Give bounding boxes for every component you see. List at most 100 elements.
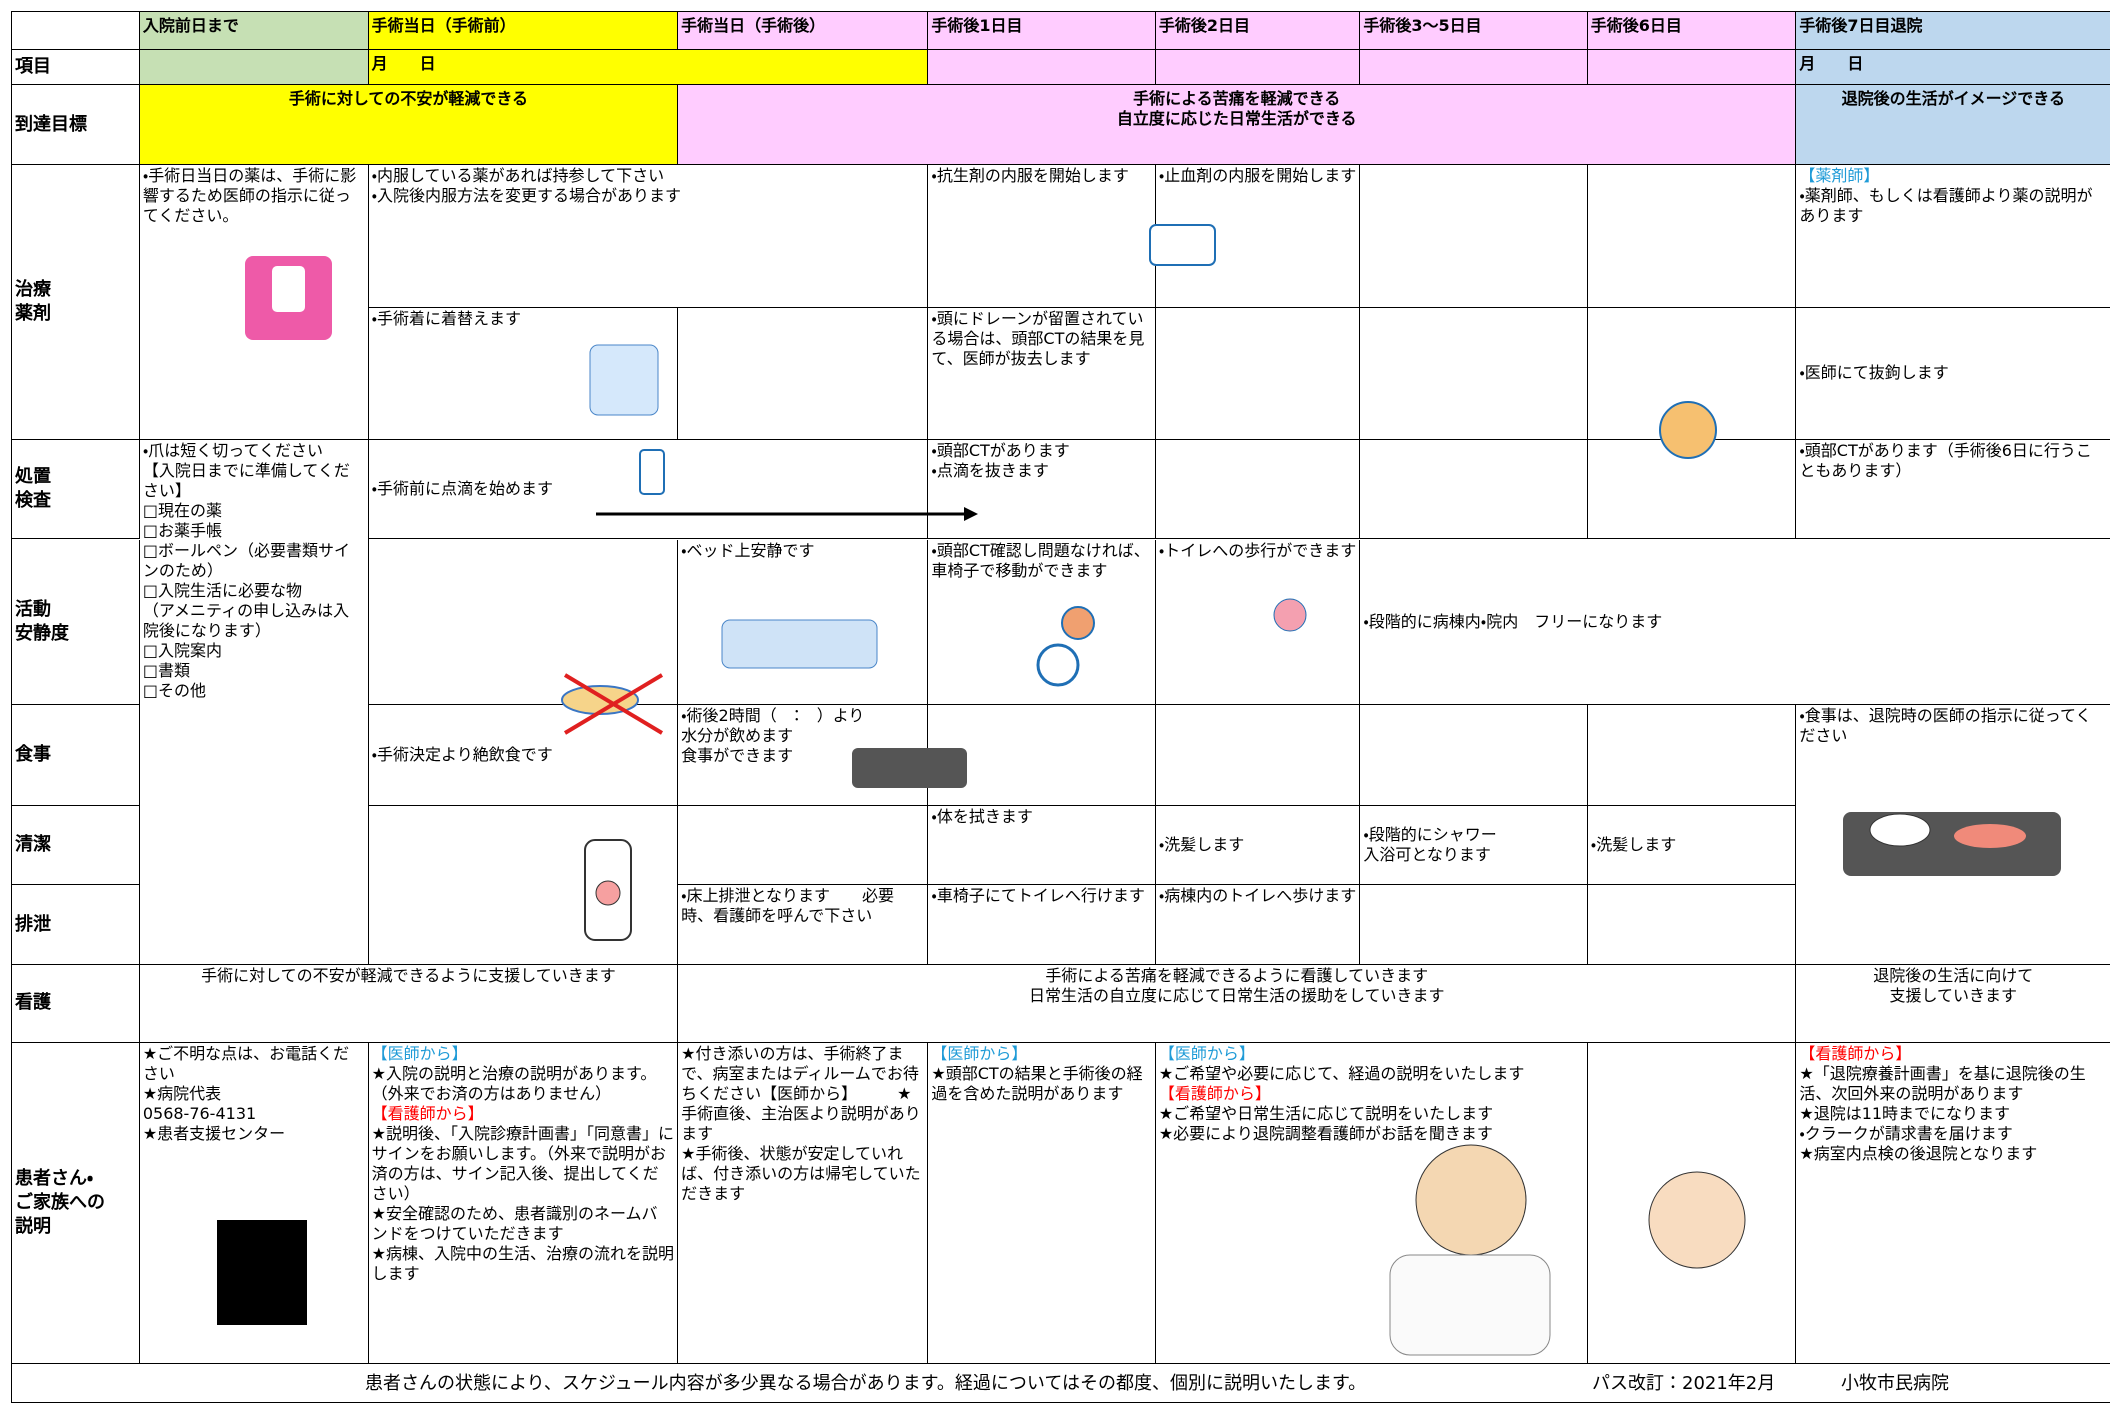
cell-text: 手術後6日目 [1590,16,1682,35]
table-cell: 【医師から】 ★入院の説明と治療の説明があります。（外来でお済の方はありません）【… [368,1042,679,1365]
cell-text: 手術後1日目 [931,16,1023,35]
table-cell: ・段階的に病棟内・院内 フリーになります [1360,539,2110,706]
cell-text: ・抗生剤の内服を開始します [931,166,1129,186]
cell-text: ・手術決定より絶飲食です [371,744,553,764]
cell-text: 手術に対しての不安が軽減できる [288,88,529,108]
empty-cell [678,805,929,886]
column-header: 入院前日まで [139,12,369,50]
table-cell: ・頭にドレーンが留置されている場合は、頭部CTの結果を見て、医師が抜去します [928,308,1156,440]
cell-text: 治療 薬剤 [15,279,51,325]
cell-text: 退院後の生活がイメージできる [1841,88,2065,108]
date-field: 月 日 [1796,49,2110,85]
empty-cell [1360,308,1588,440]
column-header: 手術後2日目 [1155,12,1361,50]
cell-text: ・止血剤の内服を開始します [1158,166,1357,186]
empty-cell [928,705,1156,806]
footer-note: 患者さんの状態により、スケジュール内容が多少異なる場合があります。経過については… [365,1373,1367,1394]
empty-cell [1587,1042,1797,1365]
table-cell: ・爪は短く切ってください 【入院日までに準備してください】 □現在の薬 □お薬手… [139,439,369,965]
table-cell: ・抗生剤の内服を開始します [928,165,1156,309]
empty-cell [1587,308,1797,440]
table-cell [139,49,369,85]
cell-text: ★ご希望や必要に応じて、経過の説明をいたします [1158,1063,1525,1083]
empty-cell [1155,308,1361,440]
table-cell: ・頭部CT確認し問題なければ、車椅子で移動ができます [928,539,1156,706]
cell-heading: 【医師から】 [371,1043,468,1063]
cell-text: ・医師にて抜鉤します [1799,363,1949,383]
table-cell: ・車椅子にてトイレへ行けます [928,885,1156,965]
empty-cell [1360,439,1588,540]
cell-text: 月 日 [1799,53,1864,73]
cell-text: 手術後7日目退院 [1799,16,1923,35]
cell-text: ・頭部CT確認し問題なければ、車椅子で移動ができます [931,540,1150,580]
cell-text: ・病棟内のトイレへ歩けます [1158,886,1357,906]
table-cell: ・手術決定より絶飲食です [368,705,679,806]
cell-text: 項目 [15,55,51,77]
cell-text: ★ご希望や日常生活に応じて説明をいたします ★必要により退院調整看護師がお話を聞… [1158,1103,1494,1143]
cell-text: ・頭部CTがあります ・点滴を抜きます [931,440,1070,480]
table-cell: 退院後の生活に向けて 支援していきます [1796,964,2110,1043]
row-label: 清潔 [12,805,140,886]
empty-cell [1587,705,1797,806]
cell-heading: 【看護師から】 [371,1103,484,1123]
table-cell: 【看護師から】 ★「退院療養計画書」を基に退院後の生活、次回外来の説明があります … [1796,1042,2110,1365]
column-header: 手術後7日目退院 [1796,12,2110,50]
cell-text: ★「退院療養計画書」を基に退院後の生活、次回外来の説明があります ★退院は11時… [1799,1063,2086,1163]
column-header: 手術当日（手術後） [678,12,929,50]
cell-heading: 【看護師から】 [1799,1043,1912,1063]
row-label: 到達目標 [12,84,140,166]
date-field: 月 日 [368,49,929,85]
table-cell: ・医師にて抜鉤します [1796,308,2110,440]
cell-text: 退院後の生活に向けて 支援していきます [1873,965,2034,1005]
table-cell: ・トイレへの歩行ができます [1155,539,1361,706]
cell-text: 活動 安静度 [15,598,69,644]
empty-cell [1360,705,1588,806]
cell-text: 処置 検査 [15,466,51,512]
cell-text: 手術当日（手術前） [371,16,516,35]
cell-text: 清潔 [15,834,51,856]
row-label: 患者さん・ ご家族への 説明 [12,1042,140,1365]
row-label: 処置 検査 [12,439,140,540]
empty-cell [1155,439,1361,540]
table-cell: 【医師から】 ★ご希望や必要に応じて、経過の説明をいたします 【看護師から】 ★ご希望… [1155,1042,1588,1365]
table-cell: ・術後2時間（ ： ）より 水分が飲めます 食事ができます [678,705,929,806]
cell-text: ★説明後、「入院診療計画書」「同意書」にサインをお願いします。（外来で説明がお済… [371,1123,674,1283]
table-cell: ★付き添いの方は、手術終了まで、病室またはディルームでお待ちください【医師から】… [678,1042,929,1365]
table-cell: ・病棟内のトイレへ歩けます [1155,885,1361,965]
table-cell: ・頭部CTがあります（手術後6日に行うこともあります） [1796,439,2110,540]
cell-text: ★ご不明な点は、お電話ください ★病院代表 0568-76-4131 ★患者支援… [142,1043,350,1143]
table-cell [1587,49,1797,85]
cell-heading: 【看護師から】 [1158,1083,1271,1103]
table-cell [1155,49,1361,85]
cell-text: ・手術日当日の薬は、手術に影響するため医師の指示に従ってください。 [142,166,357,226]
cell-text: ・薬剤師、もしくは看護師より薬の説明があります [1799,186,2093,226]
row-label: 項目 [12,49,140,85]
cell-text: 手術後3～5日目 [1363,16,1482,35]
table-cell: ・頭部CTがあります ・点滴を抜きます [928,439,1156,540]
table-cell: ・ベッド上安静です [678,539,929,706]
table-cell: ★ご不明な点は、お電話ください ★病院代表 0568-76-4131 ★患者支援… [139,1042,369,1365]
cell-text: ・トイレへの歩行ができます [1158,540,1357,560]
cell-text: ・手術着に着替えます [371,309,522,329]
cell-text: ・車椅子にてトイレへ行けます [931,886,1145,906]
cell-text: 手術当日（手術後） [681,16,826,35]
empty-cell [1587,439,1797,540]
table-cell: ・体を拭きます [928,805,1156,886]
row-label: 排泄 [12,885,140,965]
cell-text: 到達目標 [15,113,87,135]
cell-text: ・手術前に点滴を始めます [371,479,554,499]
empty-cell [1587,885,1797,965]
empty-cell [1360,165,1588,309]
cell-text: ・洗髪します [1590,835,1677,855]
empty-cell [678,308,929,440]
table-cell: 【薬剤師】 ・薬剤師、もしくは看護師より薬の説明があります [1796,165,2110,309]
goal: 手術による苦痛を軽減できる 自立度に応じた日常生活ができる [678,84,1797,166]
cell-text: 手術による苦痛を軽減できる 自立度に応じた日常生活ができる [1116,88,1357,128]
table-cell [1360,49,1588,85]
cell-text: ・内服している薬があれば持参して下さい ・入院後内服方法を変更する場合があります [371,166,682,206]
cell-text: ・段階的にシャワー 入浴可となります [1363,825,1497,865]
empty-cell [1155,705,1361,806]
cell-text: ・頭部CTがあります（手術後6日に行うこともあります） [1799,440,2092,480]
table-cell: ・手術日当日の薬は、手術に影響するため医師の指示に従ってください。 [139,165,369,440]
